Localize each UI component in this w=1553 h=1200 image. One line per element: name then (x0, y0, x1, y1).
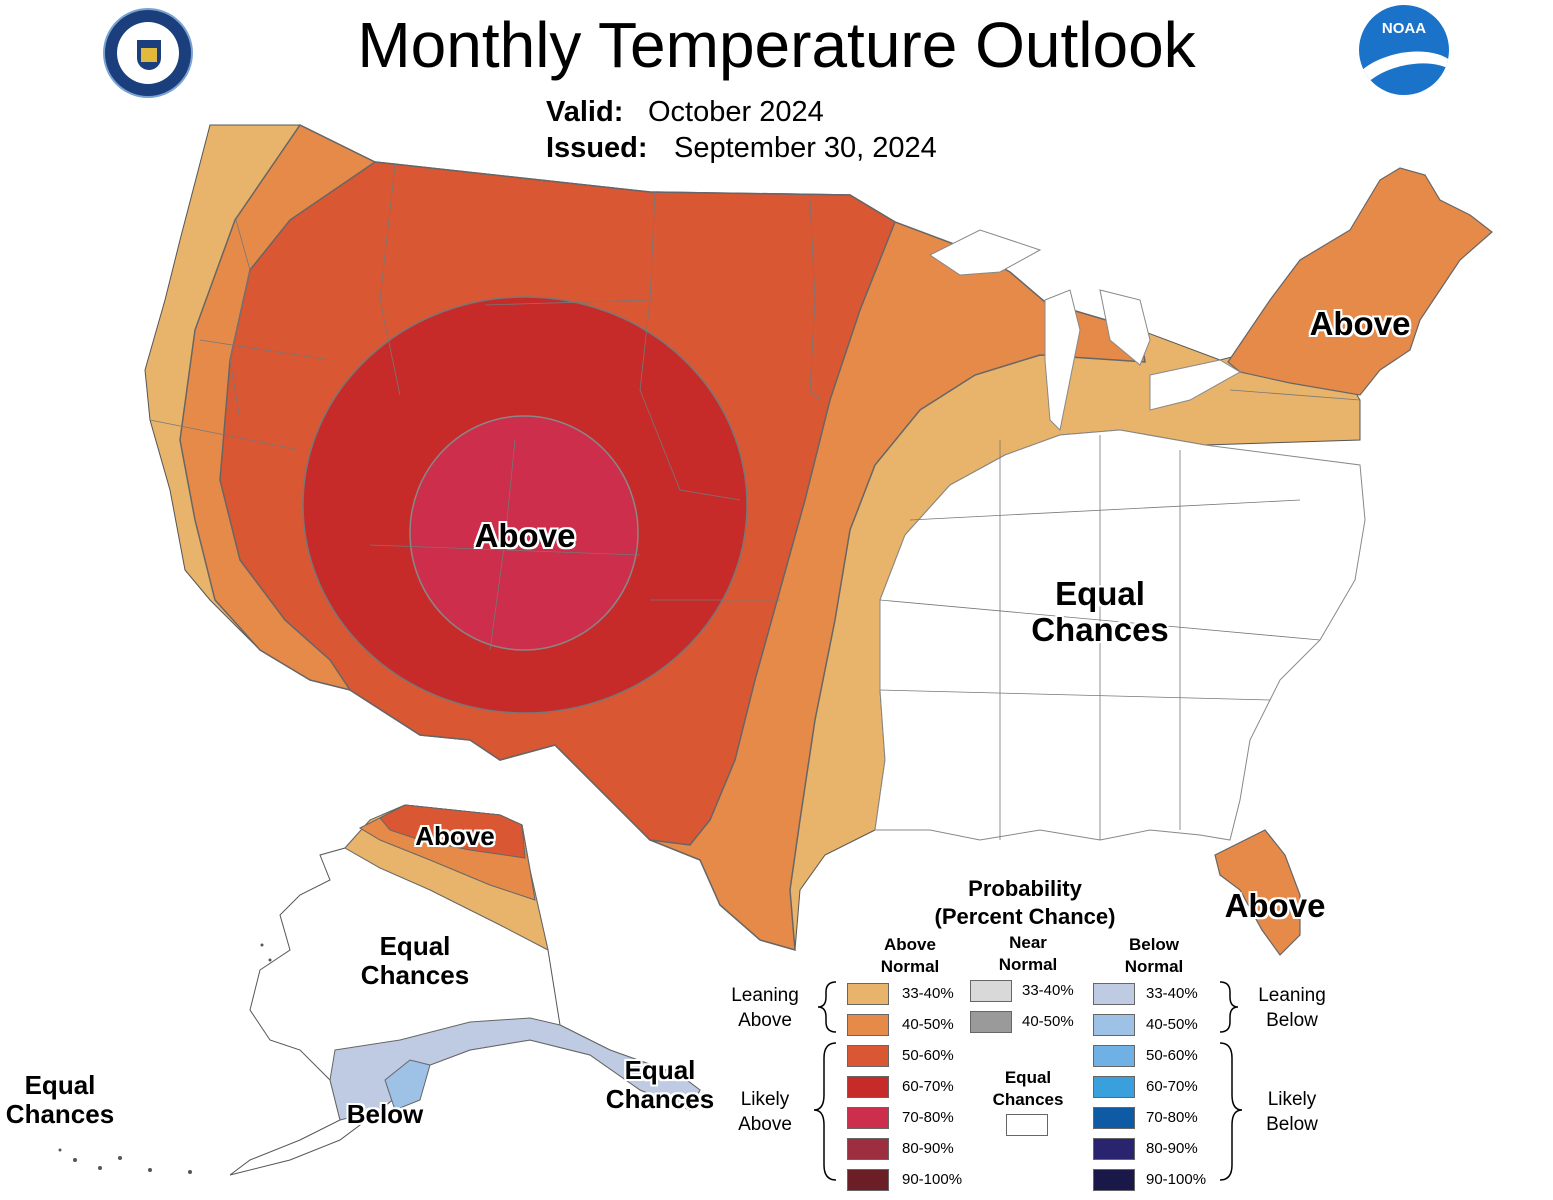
above-range-6: 80-90% (902, 1140, 954, 1157)
label-alaska-north: Above (415, 821, 495, 851)
below-swatch-2 (1093, 1014, 1135, 1036)
above-swatch-7 (847, 1169, 889, 1191)
likely-below-label-1: Likely (1267, 1089, 1317, 1110)
below-swatch-5 (1093, 1107, 1135, 1129)
label-hawaii: Equal Chances (5, 1070, 115, 1129)
above-swatch-5 (847, 1107, 889, 1129)
label-florida: Above (1224, 887, 1326, 924)
above-range-1: 33-40% (902, 985, 954, 1002)
near-range-1: 33-40% (1022, 982, 1074, 999)
below-range-3: 50-60% (1146, 1047, 1198, 1064)
above-swatch-6 (847, 1138, 889, 1160)
below-swatch-4 (1093, 1076, 1135, 1098)
aleutian-islands (28, 943, 272, 1174)
conus-likely-above-70-80 (409, 415, 639, 651)
noaa-logo: NOAA (1359, 5, 1449, 95)
northeast-leaning-above-40-50 (1227, 167, 1493, 396)
above-swatch-1 (847, 983, 889, 1005)
leaning-above-label-2: Above (738, 1010, 792, 1031)
alaska-leaning-below-40-50 (384, 1059, 431, 1111)
below-range-7: 90-100% (1146, 1171, 1207, 1188)
great-lakes (929, 229, 1241, 432)
valid-label: Valid: (546, 96, 624, 128)
alaska-likely-above-50-60 (379, 804, 526, 859)
leaning-below-label-1: Leaning (1258, 985, 1326, 1006)
above-range-5: 70-80% (902, 1109, 954, 1126)
above-swatch-2 (847, 1014, 889, 1036)
below-range-5: 70-80% (1146, 1109, 1198, 1126)
near-range-2: 40-50% (1022, 1013, 1074, 1030)
above-swatch-3 (847, 1045, 889, 1067)
likely-below-label-2: Below (1266, 1114, 1318, 1135)
above-swatch-4 (847, 1076, 889, 1098)
page-title: Monthly Temperature Outlook (357, 9, 1196, 81)
near-normal-head-2: Normal (998, 955, 1058, 974)
valid-value: October 2024 (648, 96, 824, 128)
below-swatch-3 (1093, 1045, 1135, 1067)
above-range-7: 90-100% (902, 1171, 963, 1188)
issued-label: Issued: (546, 132, 648, 164)
below-range-6: 80-90% (1146, 1140, 1198, 1157)
below-normal-head-2: Normal (1124, 957, 1184, 976)
near-normal-head-1: Near (1009, 933, 1047, 952)
above-normal-head-2: Normal (880, 957, 940, 976)
label-aleutians-east: Equal Chances (605, 1055, 715, 1114)
state-boundaries (149, 164, 1361, 840)
below-range-4: 60-70% (1146, 1078, 1198, 1095)
above-range-2: 40-50% (902, 1016, 954, 1033)
above-range-4: 60-70% (902, 1078, 954, 1095)
below-range-1: 33-40% (1146, 985, 1198, 1002)
label-alaska-south: Below (346, 1099, 424, 1129)
label-northeast: Above (1309, 305, 1411, 342)
below-range-2: 40-50% (1146, 1016, 1198, 1033)
noaa-logo-text: NOAA (1381, 20, 1427, 37)
equal-chances-label-2: Chances (992, 1090, 1064, 1109)
above-normal-head-1: Above (884, 935, 936, 954)
label-alaska-interior: Equal Chances (360, 931, 470, 990)
equal-chances-label-1: Equal (1004, 1068, 1052, 1087)
leaning-above-label-1: Leaning (731, 985, 799, 1006)
below-swatch-7 (1093, 1169, 1135, 1191)
commerce-seal (103, 8, 193, 98)
legend-title-line1: Probability (968, 876, 1082, 901)
below-swatch-6 (1093, 1138, 1135, 1160)
equal-chances-swatch (1006, 1114, 1048, 1136)
likely-above-label-1: Likely (740, 1089, 790, 1110)
label-southeast: Equal Chances (1031, 575, 1169, 649)
alaska-leaning-below-33-40 (329, 1017, 701, 1121)
below-normal-head-1: Below (1128, 935, 1180, 954)
near-swatch-2 (970, 1011, 1012, 1033)
likely-above-label-2: Above (738, 1114, 792, 1135)
label-conus-west: Above (474, 517, 576, 554)
near-swatch-1 (970, 980, 1012, 1002)
below-swatch-1 (1093, 983, 1135, 1005)
issued-value: September 30, 2024 (674, 132, 937, 164)
legend-title-line2: (Percent Chance) (934, 904, 1116, 929)
above-range-3: 50-60% (902, 1047, 954, 1064)
leaning-below-label-2: Below (1266, 1010, 1318, 1031)
florida-leaning-above-40-50 (1214, 829, 1301, 956)
